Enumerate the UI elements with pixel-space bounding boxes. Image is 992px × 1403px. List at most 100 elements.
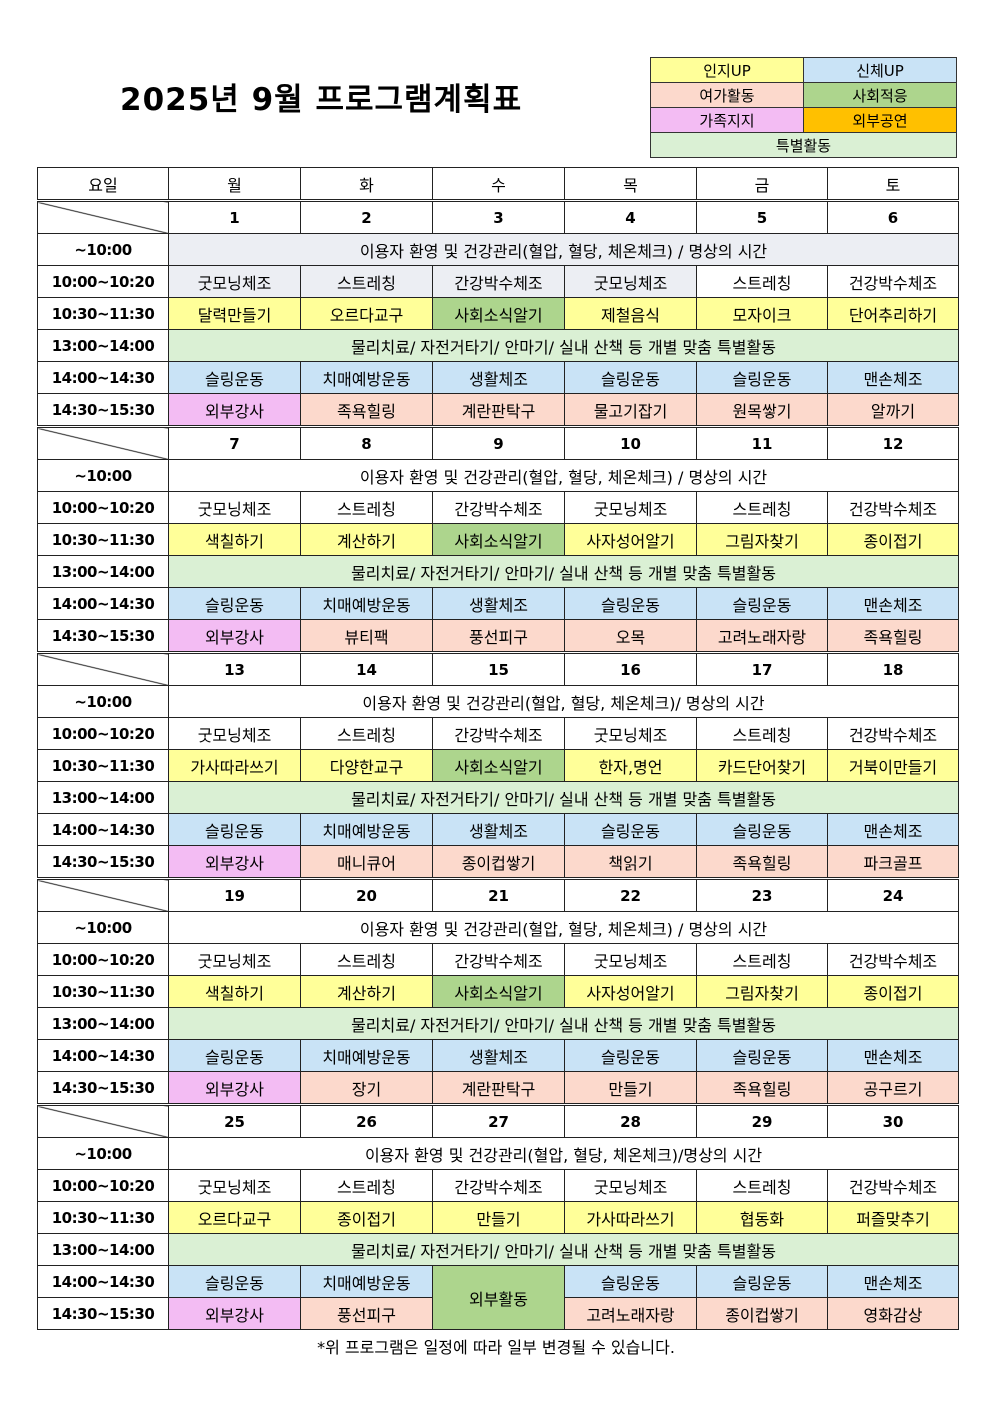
date-cell: 10	[564, 425, 697, 460]
activity-cell: 가사따라쓰기	[564, 1201, 697, 1234]
time-slot-label: 14:30~15:30	[37, 619, 169, 653]
date-cell: 13	[168, 651, 301, 686]
special-activity: 물리치료/ 자전거타기/ 안마기/ 실내 산책 등 개별 맞춤 특별활동	[168, 555, 959, 588]
activity-cell: 다양한교구	[300, 749, 433, 782]
activity-cell: 만들기	[432, 1201, 565, 1234]
time-slot-label: 13:00~14:00	[37, 329, 169, 362]
activity-cell: 생활체조	[432, 361, 565, 394]
time-slot-row: 14:00~14:30 슬링운동 치매예방운동 생활체조 슬링운동 슬링운동 맨손체조	[37, 587, 959, 620]
activity-cell: 외부강사	[168, 393, 301, 427]
time-slot-row: 14:30~15:30 외부강사 뷰티팩 풍선피구 오목 고려노래자랑 족욕힐링	[37, 619, 959, 653]
activity-cell: 스트레칭	[300, 717, 433, 750]
diagonal-header-cell	[37, 877, 169, 912]
legend-physical: 신체UP	[803, 57, 957, 83]
activity-cell: 생활체조	[432, 813, 565, 846]
time-slot-row: 13:00~14:00 물리치료/ 자전거타기/ 안마기/ 실내 산책 등 개별 …	[37, 781, 959, 814]
activity-cell: 굿모닝체조	[168, 717, 301, 750]
weekday-header: 금	[696, 167, 828, 201]
activity-cell: 사자성어알기	[564, 523, 697, 556]
time-slot-label: 14:00~14:30	[37, 813, 169, 846]
weekday-header-label: 요일	[37, 167, 169, 201]
diagonal-header-cell	[37, 425, 169, 460]
time-slot-label: 13:00~14:00	[37, 555, 169, 588]
activity-cell: 그림자찾기	[696, 975, 828, 1008]
time-slot-row: 10:00~10:20 굿모닝체조 스트레칭 간강박수체조 굿모닝체조 스트레칭 건강박수체…	[37, 1169, 959, 1202]
special-activity: 물리치료/ 자전거타기/ 안마기/ 실내 산책 등 개별 맞춤 특별활동	[168, 1233, 959, 1266]
merged-activity-cell: 외부활동	[432, 1265, 565, 1330]
activity-cell: 간강박수체조	[432, 717, 565, 750]
activity-cell: 맨손체조	[827, 361, 959, 394]
legend-leisure: 여가활동	[650, 82, 804, 108]
time-slot-label: 14:30~15:30	[37, 1297, 169, 1330]
time-slot-row: 10:30~11:30 색칠하기 계산하기 사회소식알기 사자성어알기 그림자찾기 종이접기	[37, 523, 959, 556]
greeting-activity: 이용자 환영 및 건강관리(혈압, 혈당, 체온체크) / 명상의 시간	[168, 233, 959, 266]
special-activity: 물리치료/ 자전거타기/ 안마기/ 실내 산책 등 개별 맞춤 특별활동	[168, 329, 959, 362]
activity-cell: 슬링운동	[564, 361, 697, 394]
date-cell: 18	[827, 651, 959, 686]
activity-cell: 스트레칭	[696, 943, 828, 976]
activity-cell: 색칠하기	[168, 523, 301, 556]
activity-cell: 한자,명언	[564, 749, 697, 782]
date-cell: 24	[827, 877, 959, 912]
activity-cell: 외부강사	[168, 1297, 301, 1330]
date-cell: 16	[564, 651, 697, 686]
activity-cell: 건강박수체조	[827, 943, 959, 976]
activity-cell: 스트레칭	[300, 491, 433, 524]
time-slot-row: 13:00~14:00 물리치료/ 자전거타기/ 안마기/ 실내 산책 등 개별 …	[37, 1233, 959, 1266]
date-row: 25 26 27 28 29 30	[37, 1103, 959, 1138]
date-cell: 28	[564, 1103, 697, 1138]
weekday-header: 토	[827, 167, 959, 201]
activity-cell: 카드단어찾기	[696, 749, 828, 782]
activity-cell: 생활체조	[432, 1039, 565, 1072]
time-slot-label: 14:00~14:30	[37, 587, 169, 620]
activity-cell: 슬링운동	[564, 813, 697, 846]
activity-cell: 오르다교구	[168, 1201, 301, 1234]
date-cell: 12	[827, 425, 959, 460]
activity-cell: 슬링운동	[696, 813, 828, 846]
diagonal-header-cell	[37, 651, 169, 686]
activity-cell: 사자성어알기	[564, 975, 697, 1008]
time-slot-label: 13:00~14:00	[37, 781, 169, 814]
date-cell: 15	[432, 651, 565, 686]
time-slot-label: 10:00~10:20	[37, 717, 169, 750]
activity-cell: 외부강사	[168, 845, 301, 879]
weekday-header: 월	[168, 167, 301, 201]
time-slot-label: 10:00~10:20	[37, 265, 169, 298]
activity-cell: 맨손체조	[827, 1265, 959, 1298]
activity-cell: 스트레칭	[696, 717, 828, 750]
activity-cell: 사회소식알기	[432, 975, 565, 1008]
activity-cell: 건강박수체조	[827, 1169, 959, 1202]
activity-cell: 종이접기	[300, 1201, 433, 1234]
time-slot-row: 14:30~15:30 외부강사 풍선피구 고려노래자랑 종이컵쌓기 영화감상	[37, 1297, 959, 1330]
legend-family: 가족지지	[650, 107, 804, 133]
activity-cell: 슬링운동	[168, 587, 301, 620]
activity-cell: 굿모닝체조	[168, 265, 301, 298]
activity-cell: 건강박수체조	[827, 265, 959, 298]
date-cell: 2	[300, 199, 433, 234]
greeting-activity: 이용자 환영 및 건강관리(혈압, 혈당, 체온체크) / 명상의 시간	[168, 911, 959, 944]
time-slot-label: ~10:00	[37, 233, 169, 266]
activity-cell: 굿모닝체조	[168, 491, 301, 524]
legend-special: 특별활동	[650, 132, 957, 158]
diagonal-header-cell	[37, 1103, 169, 1138]
activity-cell: 간강박수체조	[432, 943, 565, 976]
activity-cell: 풍선피구	[300, 1297, 433, 1330]
activity-cell: 슬링운동	[696, 1039, 828, 1072]
activity-cell: 슬링운동	[168, 813, 301, 846]
activity-cell: 종이컵쌓기	[432, 845, 565, 879]
activity-cell: 굿모닝체조	[564, 943, 697, 976]
time-slot-label: ~10:00	[37, 1137, 169, 1170]
activity-cell: 거북이만들기	[827, 749, 959, 782]
date-cell: 25	[168, 1103, 301, 1138]
greeting-activity: 이용자 환영 및 건강관리(혈압, 혈당, 체온체크)/ 명상의 시간	[168, 685, 959, 718]
activity-cell: 슬링운동	[564, 1039, 697, 1072]
activity-cell: 알까기	[827, 393, 959, 427]
activity-cell: 굿모닝체조	[564, 1169, 697, 1202]
activity-cell: 외부강사	[168, 1071, 301, 1105]
activity-cell: 풍선피구	[432, 619, 565, 653]
time-slot-row: 10:30~11:30 달력만들기 오르다교구 사회소식알기 제철음식 모자이크 단어추리하…	[37, 297, 959, 330]
activity-cell: 스트레칭	[300, 1169, 433, 1202]
time-slot-label: ~10:00	[37, 685, 169, 718]
activity-cell: 뷰티팩	[300, 619, 433, 653]
activity-cell: 간강박수체조	[432, 265, 565, 298]
